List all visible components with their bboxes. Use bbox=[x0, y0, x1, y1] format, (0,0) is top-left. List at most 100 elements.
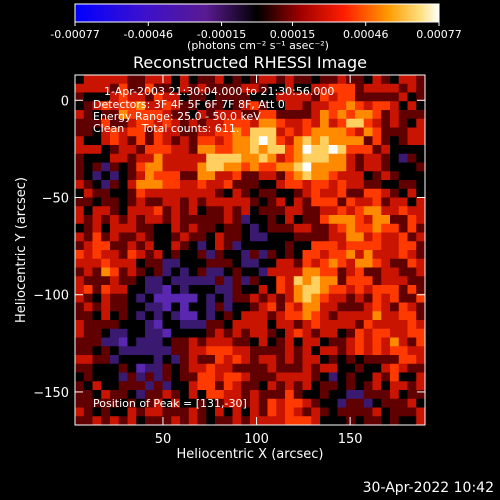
heatmap-cell bbox=[110, 136, 120, 146]
heatmap-cell bbox=[215, 381, 225, 391]
heatmap-cell bbox=[153, 83, 163, 93]
heatmap-cell bbox=[302, 302, 312, 312]
heatmap-cell bbox=[153, 75, 163, 85]
heatmap-cell bbox=[390, 145, 400, 155]
heatmap-cell bbox=[320, 346, 330, 356]
heatmap-cell bbox=[311, 398, 321, 408]
heatmap-cell bbox=[390, 241, 400, 251]
heatmap-cell bbox=[127, 302, 137, 312]
heatmap-cell bbox=[197, 267, 207, 277]
heatmap-cell bbox=[320, 407, 330, 417]
heatmap-cell bbox=[101, 337, 111, 347]
heatmap-cell bbox=[337, 416, 347, 425]
heatmap-cell bbox=[145, 206, 155, 216]
heatmap-cell bbox=[197, 337, 207, 347]
heatmap-cell bbox=[390, 188, 400, 198]
heatmap-cell bbox=[75, 285, 85, 295]
heatmap-cell bbox=[188, 285, 198, 295]
heatmap-cell bbox=[398, 118, 408, 128]
heatmap-cell bbox=[232, 241, 242, 251]
heatmap-cell bbox=[136, 188, 146, 198]
heatmap-cell bbox=[372, 381, 382, 391]
heatmap-cell bbox=[118, 398, 128, 408]
heatmap-cell bbox=[232, 153, 242, 163]
heatmap-cell bbox=[127, 250, 137, 260]
heatmap-cell bbox=[355, 110, 365, 120]
heatmap-cell bbox=[162, 241, 172, 251]
heatmap-cell bbox=[285, 381, 295, 391]
heatmap-cell bbox=[258, 311, 268, 321]
heatmap-cell bbox=[206, 232, 216, 242]
heatmap-cell bbox=[337, 162, 347, 172]
heatmap-cell bbox=[407, 83, 417, 93]
heatmap-cell bbox=[363, 223, 373, 233]
heatmap-cell bbox=[188, 197, 198, 207]
heatmap-cell bbox=[416, 118, 425, 128]
heatmap-cell bbox=[381, 250, 391, 260]
heatmap-cell bbox=[180, 136, 190, 146]
heatmap-cell bbox=[398, 320, 408, 330]
heatmap-cell bbox=[390, 171, 400, 181]
heatmap-cell bbox=[320, 153, 330, 163]
heatmap-cell bbox=[302, 363, 312, 373]
heatmap-cell bbox=[258, 127, 268, 137]
heatmap-cell bbox=[232, 285, 242, 295]
heatmap-cell bbox=[75, 293, 85, 303]
heatmap-cell bbox=[302, 390, 312, 400]
heatmap-cell bbox=[250, 171, 260, 181]
heatmap-cell bbox=[118, 337, 128, 347]
heatmap-cell bbox=[363, 197, 373, 207]
heatmap-cell bbox=[171, 136, 181, 146]
heatmap-cell bbox=[83, 136, 93, 146]
heatmap-cell bbox=[381, 416, 391, 425]
heatmap-cell bbox=[302, 162, 312, 172]
heatmap-cell bbox=[416, 223, 425, 233]
heatmap-cell bbox=[372, 101, 382, 111]
heatmap-cell bbox=[328, 145, 338, 155]
heatmap-cell bbox=[83, 250, 93, 260]
heatmap-cell bbox=[241, 75, 251, 85]
heatmap-cell bbox=[171, 232, 181, 242]
heatmap-cell bbox=[372, 232, 382, 242]
heatmap-cell bbox=[416, 101, 425, 111]
heatmap-cell bbox=[267, 101, 277, 111]
heatmap-cell bbox=[328, 223, 338, 233]
heatmap-cell bbox=[407, 346, 417, 356]
heatmap-cell bbox=[136, 92, 146, 102]
heatmap-cell bbox=[346, 197, 356, 207]
heatmap-cell bbox=[75, 75, 85, 85]
heatmap-cell bbox=[293, 390, 303, 400]
heatmap-cell bbox=[398, 206, 408, 216]
heatmap-cell bbox=[407, 363, 417, 373]
heatmap-cell bbox=[302, 145, 312, 155]
heatmap-cell bbox=[215, 250, 225, 260]
heatmap-cell bbox=[346, 118, 356, 128]
heatmap-cell bbox=[153, 355, 163, 365]
heatmap-cell bbox=[101, 267, 111, 277]
heatmap-cell bbox=[346, 267, 356, 277]
heatmap-cell bbox=[337, 328, 347, 338]
heatmap-cell bbox=[328, 372, 338, 382]
heatmap-cell bbox=[232, 302, 242, 312]
heatmap-cell bbox=[390, 355, 400, 365]
heatmap-cell bbox=[258, 398, 268, 408]
heatmap-cell bbox=[197, 223, 207, 233]
heatmap-cell bbox=[127, 110, 137, 120]
heatmap-cell bbox=[145, 337, 155, 347]
heatmap-cell bbox=[206, 398, 216, 408]
heatmap-cell bbox=[110, 372, 120, 382]
heatmap-cell bbox=[267, 407, 277, 417]
heatmap-cell bbox=[110, 75, 120, 85]
heatmap-cell bbox=[83, 92, 93, 102]
heatmap-cell bbox=[241, 223, 251, 233]
heatmap-cell bbox=[223, 188, 233, 198]
heatmap-cell bbox=[328, 398, 338, 408]
heatmap-cell bbox=[311, 171, 321, 181]
heatmap-cell bbox=[293, 363, 303, 373]
heatmap-cell bbox=[346, 92, 356, 102]
heatmap-cell bbox=[232, 92, 242, 102]
heatmap-cell bbox=[118, 75, 128, 85]
heatmap-cell bbox=[223, 197, 233, 207]
chart-title: Reconstructed RHESSI Image bbox=[133, 53, 367, 72]
heatmap-cell bbox=[276, 285, 286, 295]
